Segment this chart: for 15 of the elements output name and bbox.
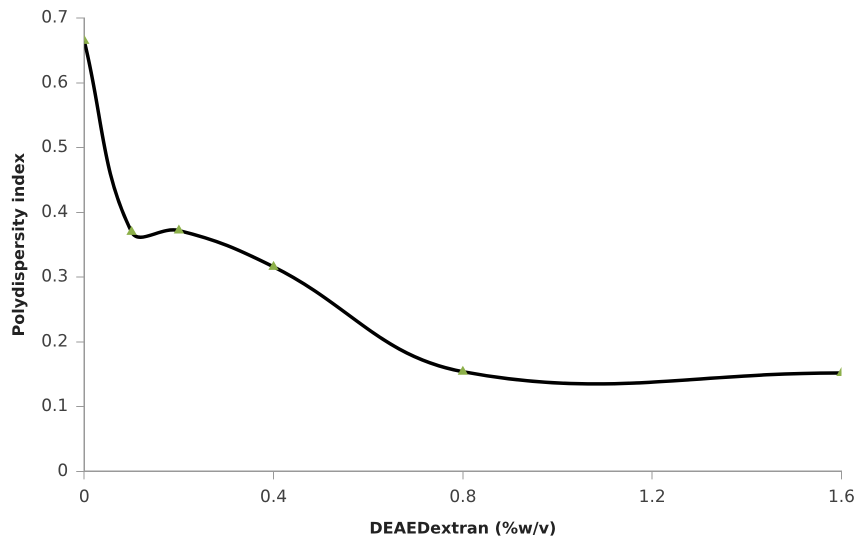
y-tick-label: 0.2: [41, 331, 68, 352]
y-tick-label: 0.1: [41, 396, 68, 416]
x-tick-label: 1.2: [638, 487, 666, 508]
y-tick-label: 0: [57, 460, 68, 481]
y-tick-label: 0.5: [41, 137, 68, 158]
x-tick-label: 0: [78, 487, 90, 508]
y-tick-label: 0.6: [41, 72, 68, 92]
y-tick-label: 0.7: [41, 8, 68, 28]
y-tick-label: 0.3: [41, 266, 68, 287]
x-tick-label: 0.8: [449, 487, 476, 508]
x-tick-label: 1.6: [828, 487, 856, 508]
x-tick-label: 0.4: [260, 487, 288, 508]
x-axis-title: DEAEDextran (%w/v): [369, 518, 556, 538]
y-tick-label: 0.4: [41, 202, 68, 222]
y-axis-title: Polydispersity index: [8, 152, 28, 337]
